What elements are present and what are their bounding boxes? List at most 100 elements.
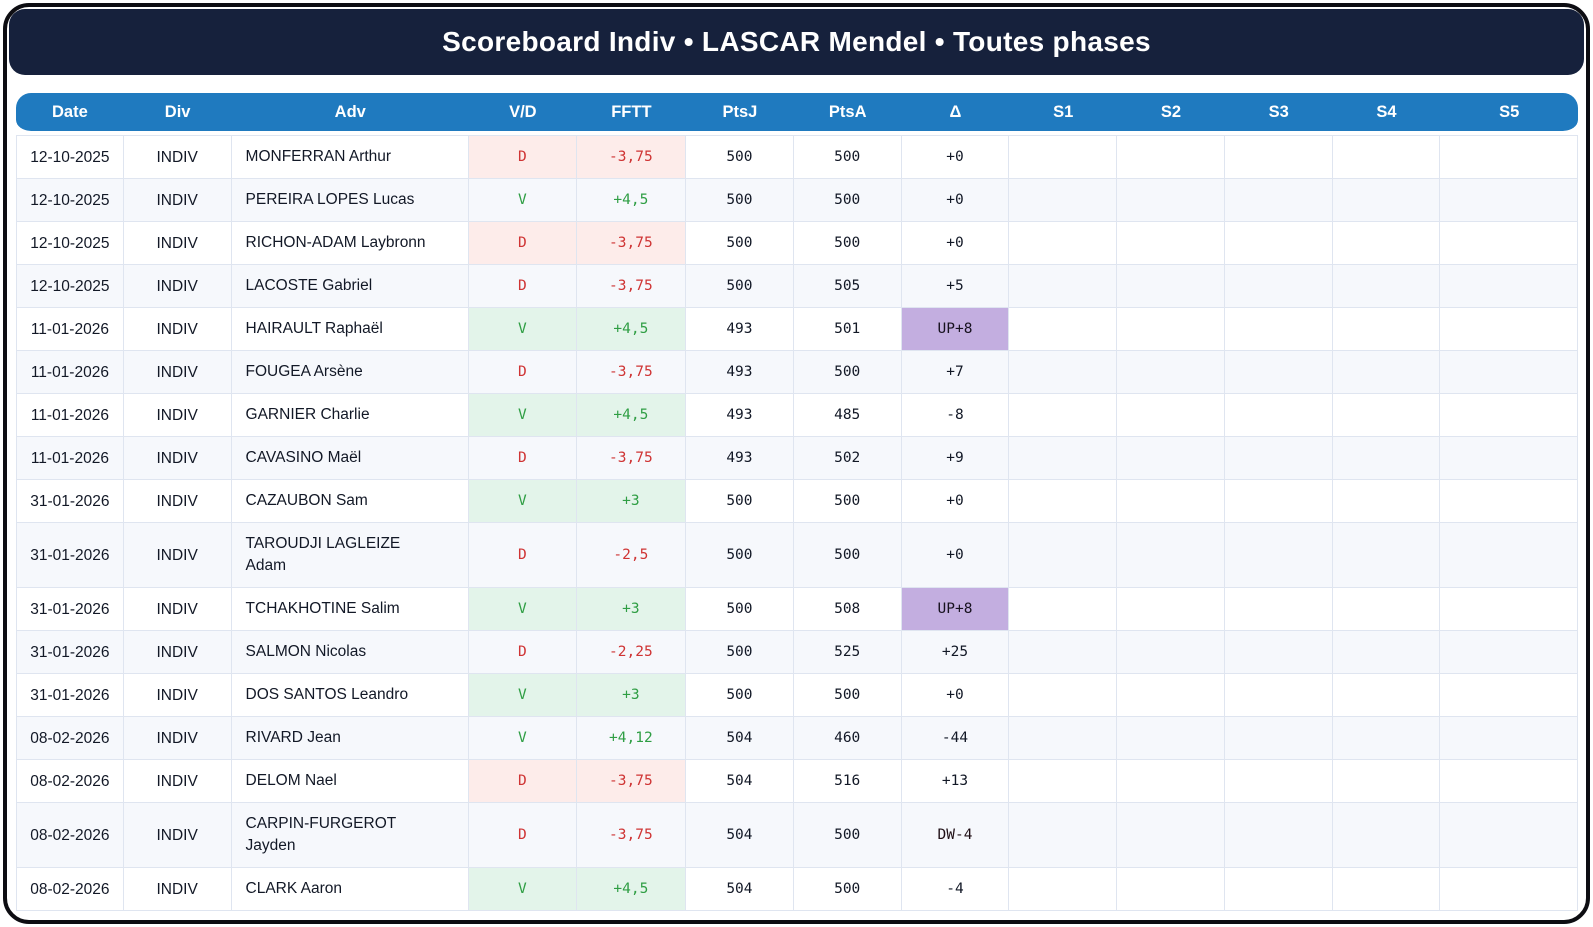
result-cell: V xyxy=(468,868,577,911)
table-row: 11-01-2026 INDIV FOUGEA Arsène D -3,75 493 500… xyxy=(16,351,1578,394)
points-player-cell: 500 xyxy=(686,674,794,717)
points-player-cell: 500 xyxy=(686,631,794,674)
table-row: 11-01-2026 INDIV HAIRAULT Raphaël V +4,5 493 5… xyxy=(16,308,1578,351)
result-cell: D xyxy=(468,135,577,179)
result-cell: D xyxy=(468,523,577,588)
set-4-cell xyxy=(1332,222,1441,265)
division-cell: INDIV xyxy=(123,674,232,717)
result-cell: D xyxy=(468,265,577,308)
division-cell: INDIV xyxy=(123,480,232,523)
set-5-cell xyxy=(1440,868,1578,911)
set-2-cell xyxy=(1117,351,1225,394)
points-player-cell: 504 xyxy=(686,760,794,803)
set-4-cell xyxy=(1332,868,1441,911)
division-cell: INDIV xyxy=(123,760,232,803)
points-opponent-cell: 500 xyxy=(793,351,902,394)
set-1-cell xyxy=(1009,351,1118,394)
title-bar: Scoreboard Indiv • LASCAR Mendel • Toute… xyxy=(9,9,1584,75)
table-row: 31-01-2026 INDIV SALMON Nicolas D -2,25 500 52… xyxy=(16,631,1578,674)
delta-cell: +25 xyxy=(901,631,1010,674)
date-cell: 11-01-2026 xyxy=(16,394,124,437)
set-1-cell xyxy=(1009,631,1118,674)
set-2-cell xyxy=(1117,631,1225,674)
column-header-s4: S4 xyxy=(1332,93,1441,135)
delta-cell: +5 xyxy=(901,265,1010,308)
set-2-cell xyxy=(1117,803,1225,868)
opponent-cell: DOS SANTOS Leandro xyxy=(231,674,469,717)
set-4-cell xyxy=(1332,179,1441,222)
set-4-cell xyxy=(1332,674,1441,717)
opponent-cell: CAVASINO Maël xyxy=(231,437,469,480)
delta-cell: -44 xyxy=(901,717,1010,760)
set-5-cell xyxy=(1440,222,1578,265)
set-2-cell xyxy=(1117,717,1225,760)
set-4-cell xyxy=(1332,480,1441,523)
set-5-cell xyxy=(1440,437,1578,480)
result-cell: D xyxy=(468,351,577,394)
set-3-cell xyxy=(1224,135,1333,179)
delta-cell: +0 xyxy=(901,222,1010,265)
set-3-cell xyxy=(1224,803,1333,868)
set-4-cell xyxy=(1332,631,1441,674)
set-4-cell xyxy=(1332,351,1441,394)
delta-cell: +0 xyxy=(901,480,1010,523)
opponent-name: FOUGEA Arsène xyxy=(245,363,363,380)
table-row: 08-02-2026 INDIV CARPIN-FURGEROT Jayden D -3… xyxy=(16,803,1578,868)
division-cell: INDIV xyxy=(123,179,232,222)
set-5-cell xyxy=(1440,308,1578,351)
set-5-cell xyxy=(1440,674,1578,717)
points-opponent-cell: 485 xyxy=(793,394,902,437)
points-opponent-cell: 500 xyxy=(793,674,902,717)
opponent-name: TAROUDJI LAGLEIZE Adam xyxy=(245,535,401,574)
column-header-date: Date xyxy=(16,93,124,135)
points-player-cell: 500 xyxy=(686,135,794,179)
table-row: 31-01-2026 INDIV TAROUDJI LAGLEIZE Adam D -2… xyxy=(16,523,1578,588)
result-cell: V xyxy=(468,394,577,437)
opponent-cell: HAIRAULT Raphaël xyxy=(231,308,469,351)
column-header-adv: Adv xyxy=(231,93,469,135)
opponent-cell: SALMON Nicolas xyxy=(231,631,469,674)
fftt-points-cell: -3,75 xyxy=(576,222,687,265)
column-header-vd: V/D xyxy=(468,93,577,135)
points-opponent-cell: 516 xyxy=(793,760,902,803)
column-header-s2: S2 xyxy=(1117,93,1225,135)
table-row: 08-02-2026 INDIV RIVARD Jean V +4,12 504 460 -4… xyxy=(16,717,1578,760)
division-cell: INDIV xyxy=(123,135,232,179)
set-2-cell xyxy=(1117,480,1225,523)
table-row: 12-10-2025 INDIV RICHON-ADAM Laybronn D -3,7… xyxy=(16,222,1578,265)
result-cell: D xyxy=(468,631,577,674)
set-5-cell xyxy=(1440,394,1578,437)
set-2-cell xyxy=(1117,308,1225,351)
set-1-cell xyxy=(1009,760,1118,803)
delta-cell: +0 xyxy=(901,179,1010,222)
opponent-cell: PEREIRA LOPES Lucas xyxy=(231,179,469,222)
opponent-cell: DELOM Nael xyxy=(231,760,469,803)
set-5-cell xyxy=(1440,523,1578,588)
table-body: 12-10-2025 INDIV MONFERRAN Arthur D -3,75 500… xyxy=(16,135,1578,911)
points-player-cell: 493 xyxy=(686,308,794,351)
points-opponent-cell: 508 xyxy=(793,588,902,631)
set-3-cell xyxy=(1224,265,1333,308)
fftt-points-cell: +4,5 xyxy=(576,868,687,911)
opponent-cell: MONFERRAN Arthur xyxy=(231,135,469,179)
result-cell: V xyxy=(468,588,577,631)
set-3-cell xyxy=(1224,717,1333,760)
opponent-name: GARNIER Charlie xyxy=(245,406,370,423)
points-opponent-cell: 500 xyxy=(793,222,902,265)
fftt-points-cell: -3,75 xyxy=(576,265,687,308)
points-opponent-cell: 500 xyxy=(793,135,902,179)
date-cell: 08-02-2026 xyxy=(16,803,124,868)
set-3-cell xyxy=(1224,760,1333,803)
fftt-points-cell: -3,75 xyxy=(576,760,687,803)
set-1-cell xyxy=(1009,674,1118,717)
points-opponent-cell: 460 xyxy=(793,717,902,760)
delta-cell: +7 xyxy=(901,351,1010,394)
points-player-cell: 500 xyxy=(686,588,794,631)
points-player-cell: 493 xyxy=(686,351,794,394)
set-5-cell xyxy=(1440,135,1578,179)
set-1-cell xyxy=(1009,480,1118,523)
points-opponent-cell: 525 xyxy=(793,631,902,674)
opponent-name: CAZAUBON Sam xyxy=(245,492,368,509)
set-1-cell xyxy=(1009,394,1118,437)
date-cell: 12-10-2025 xyxy=(16,179,124,222)
